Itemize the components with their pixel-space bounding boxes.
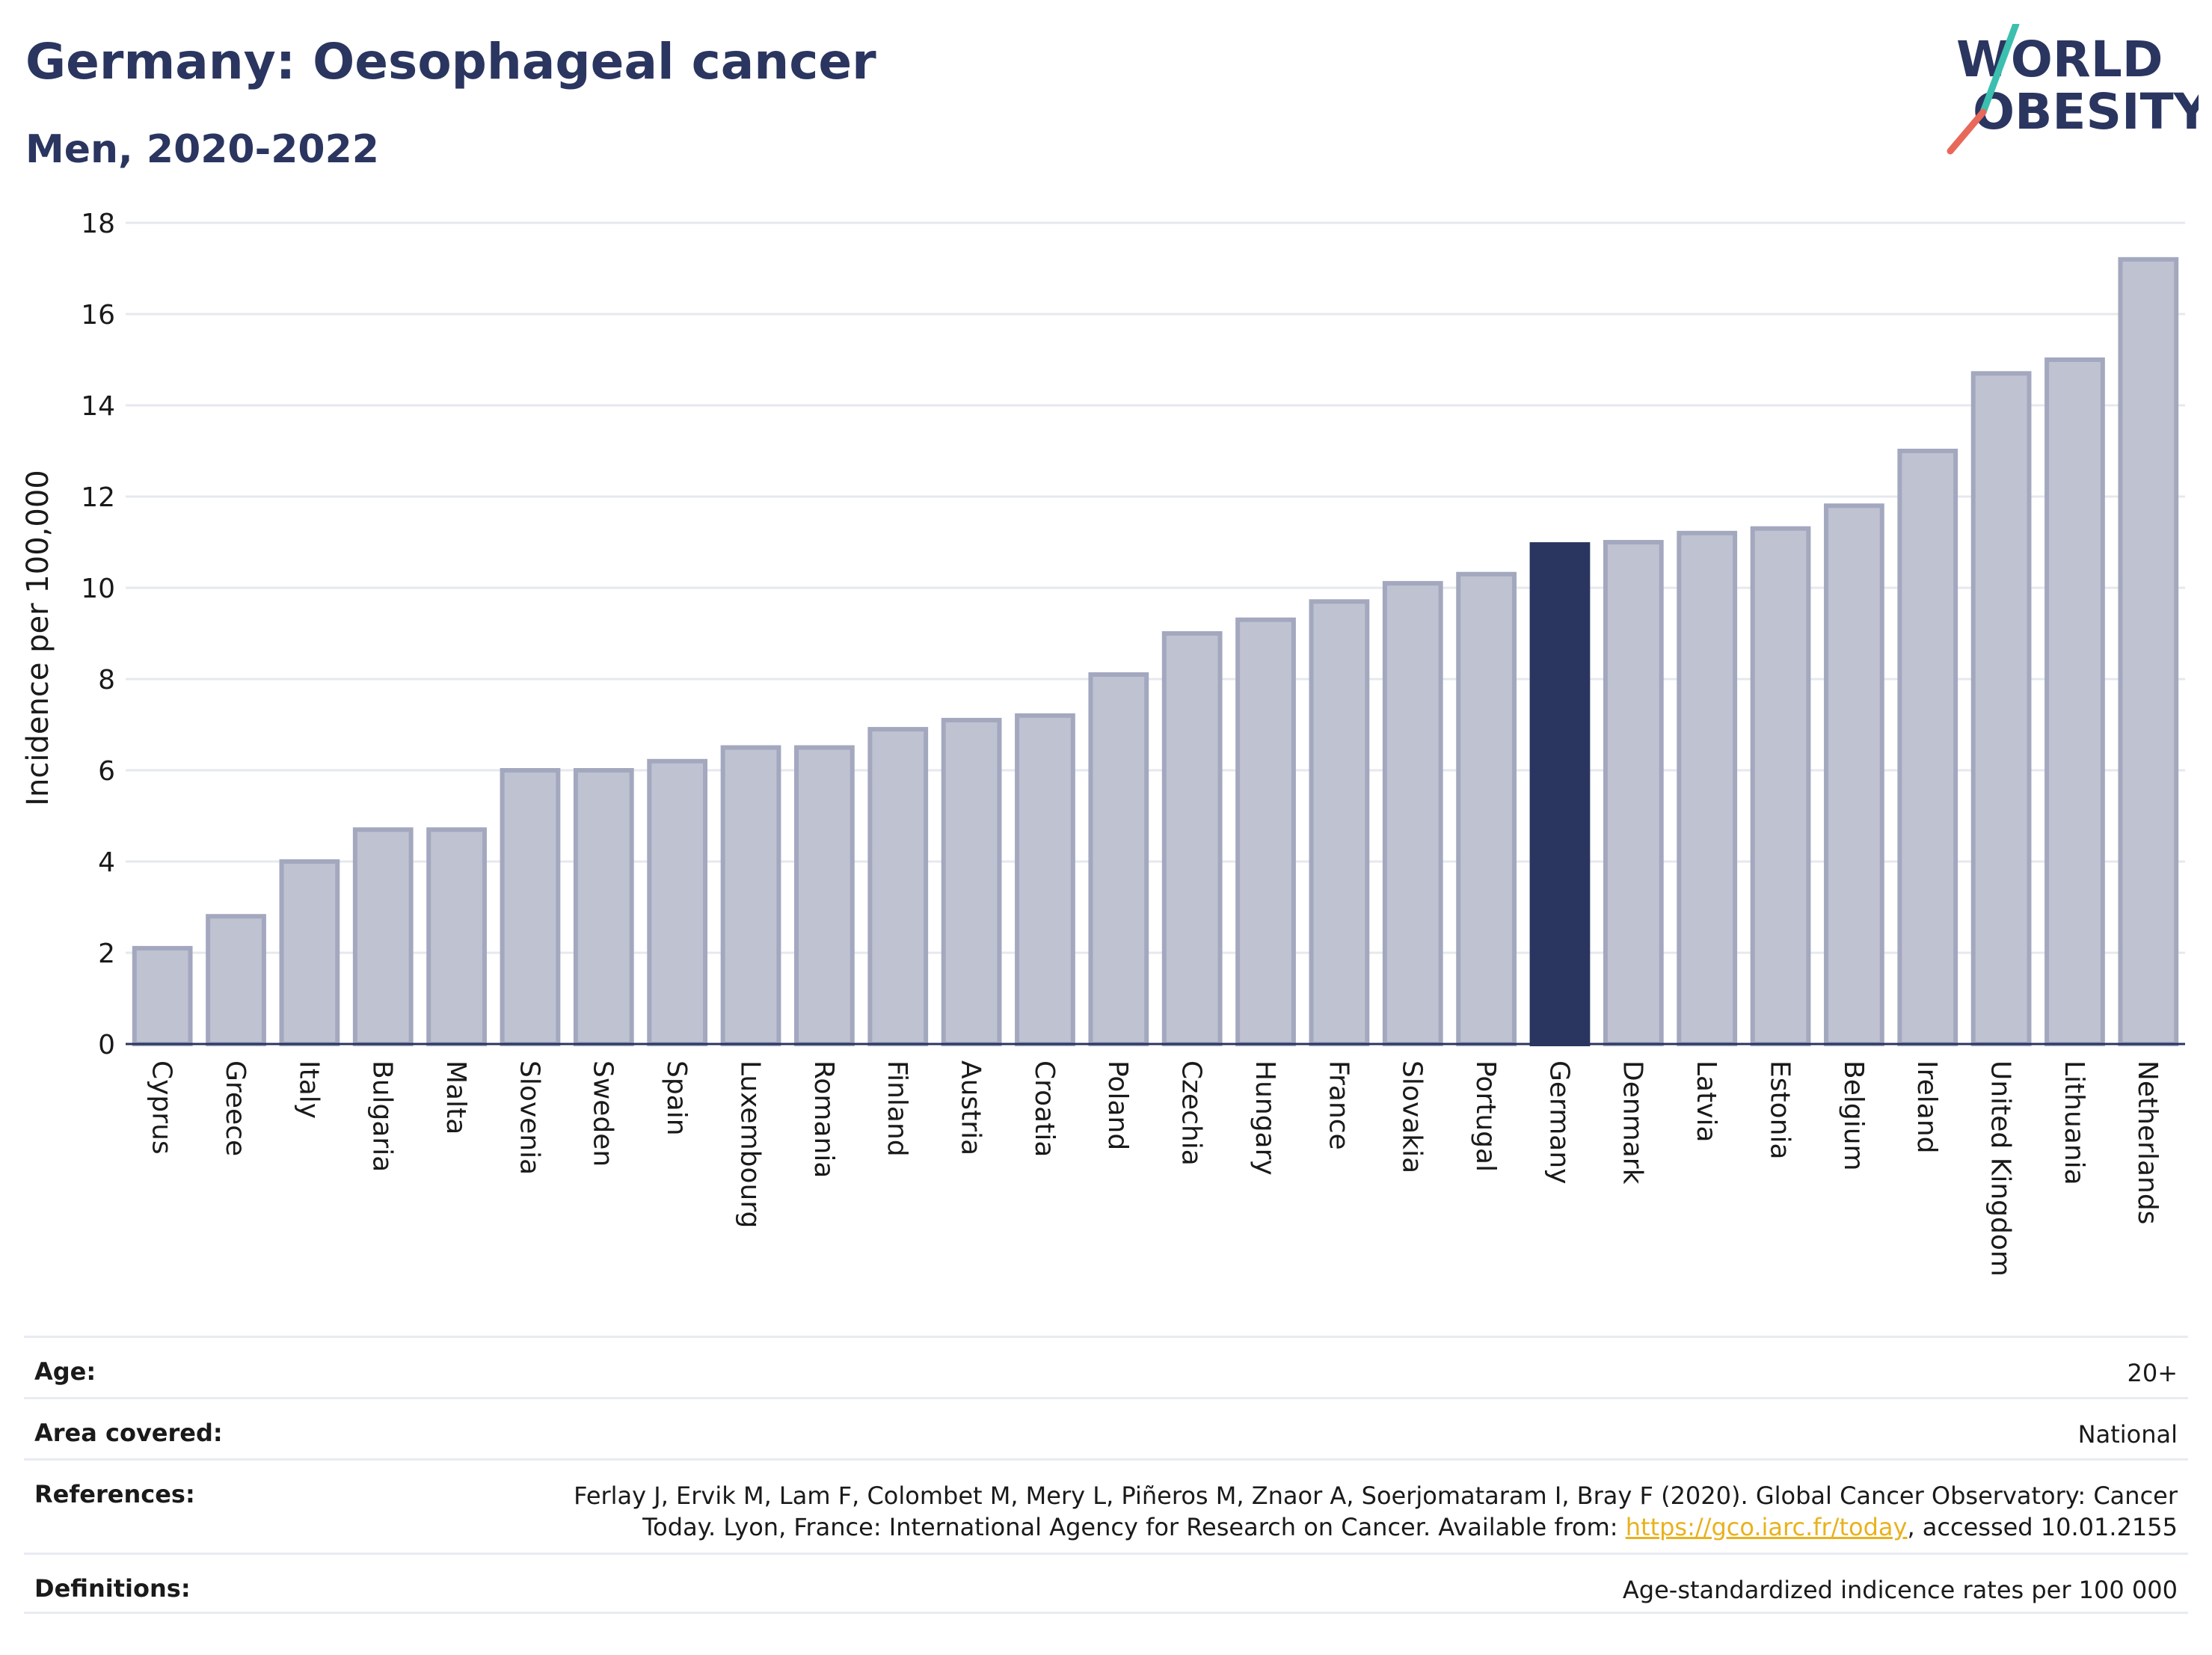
x-tick-label: Romania (808, 1060, 839, 1178)
bar (1677, 530, 1738, 1046)
x-tick-label: France (1323, 1060, 1354, 1150)
bar (720, 745, 781, 1046)
bar (1382, 580, 1443, 1046)
y-axis-ticks: 0 2 4 6 8 10 12 14 16 18 (81, 209, 115, 1060)
x-tick-label: Hungary (1250, 1060, 1280, 1176)
definitions-label: Definitions: (34, 1574, 191, 1603)
x-tick-label: Luxembourg (734, 1060, 765, 1228)
x-tick-label: Finland (882, 1060, 912, 1157)
references-line1: Ferlay J, Ervik M, Lam F, Colombet M, Me… (574, 1481, 2178, 1510)
x-tick-label: Lithuania (2059, 1060, 2089, 1185)
bar (1824, 503, 1884, 1046)
x-tick-label: Italy (293, 1060, 324, 1119)
meta-row-definitions: Definitions: Age-standardized indicence … (24, 1553, 2188, 1614)
y-tick-label: 4 (98, 847, 115, 878)
bar-highlight (1529, 542, 1591, 1046)
x-tick-label: Czechia (1176, 1060, 1207, 1166)
bar (1456, 571, 1517, 1046)
meta-row-age: Age: 20+ (24, 1336, 2188, 1397)
meta-row-area: Area covered: National (24, 1397, 2188, 1458)
x-tick-label: Croatia (1029, 1060, 1060, 1157)
references-line2-suffix: , accessed 10.01.2155 (1907, 1513, 2178, 1541)
x-tick-label: Portugal (1470, 1060, 1501, 1172)
age-label: Age: (34, 1357, 96, 1386)
page-title: Germany: Oesophageal cancer (25, 33, 876, 90)
references-link[interactable]: https://gco.iarc.fr/today (1625, 1513, 1908, 1541)
x-tick-label: Estonia (1764, 1060, 1795, 1160)
bar (206, 914, 266, 1046)
y-tick-label: 14 (81, 391, 115, 422)
x-tick-label: Greece (220, 1060, 251, 1156)
references-value: Ferlay J, Ervik M, Lam F, Colombet M, Me… (574, 1480, 2178, 1543)
bar (1970, 371, 2032, 1046)
page-subtitle: Men, 2020-2022 (25, 127, 379, 172)
definitions-value: Age-standardized indicence rates per 100… (1622, 1576, 2178, 1604)
bar (647, 758, 708, 1046)
y-tick-label: 2 (98, 939, 115, 969)
bar (1603, 540, 1664, 1046)
references-label: References: (34, 1480, 195, 1508)
world-obesity-logo: WORLD OBESITY (1947, 24, 2199, 155)
bar (1015, 713, 1075, 1046)
x-tick-label: Germany (1543, 1060, 1574, 1184)
bar-chart: 0 2 4 6 8 10 12 14 16 18 Cyprus Greece Italy Bulgari… (21, 209, 2185, 1277)
logo-line1: WORLD (1956, 31, 2163, 88)
y-axis-label: Incidence per 100,000 (21, 470, 55, 806)
x-tick-label: Bulgaria (367, 1060, 398, 1172)
bar (279, 859, 340, 1046)
bar (1235, 617, 1296, 1046)
y-tick-label: 6 (98, 756, 115, 787)
x-tick-label: United Kingdom (1985, 1060, 2016, 1277)
y-tick-label: 18 (81, 209, 115, 239)
x-tick-label: Poland (1102, 1060, 1133, 1150)
bar (2118, 257, 2179, 1046)
x-tick-label: Sweden (588, 1060, 618, 1167)
metadata-table: Age: 20+ Area covered: National Referenc… (24, 1336, 2188, 1614)
bar (1750, 526, 1811, 1046)
bar (1088, 672, 1149, 1047)
x-tick-label: Malta (440, 1060, 471, 1134)
bar (500, 768, 561, 1046)
bars (132, 257, 2179, 1047)
bar (1309, 599, 1370, 1046)
area-label: Area covered: (34, 1419, 223, 1447)
y-tick-label: 10 (81, 574, 115, 604)
references-line2-prefix: Today. Lyon, France: International Agenc… (642, 1513, 1626, 1541)
bar (573, 768, 634, 1046)
x-tick-label: Slovenia (514, 1060, 544, 1175)
bar (426, 827, 487, 1047)
logo-slash-bottom (1947, 108, 1987, 155)
x-tick-label: Denmark (1617, 1060, 1648, 1185)
bar (352, 827, 414, 1047)
y-tick-label: 0 (98, 1030, 115, 1060)
x-tick-label: Latvia (1691, 1060, 1721, 1143)
x-tick-label: Ireland (1911, 1060, 1942, 1154)
logo-line2: OBESITY (1973, 83, 2199, 141)
bar (794, 745, 855, 1046)
logo-slash-top (1979, 24, 2020, 116)
y-tick-label: 12 (81, 482, 115, 513)
bar (1897, 449, 1958, 1046)
bar (1161, 631, 1223, 1046)
y-tick-label: 16 (81, 300, 115, 331)
bar (132, 945, 193, 1047)
age-value: 20+ (2127, 1359, 2178, 1387)
x-tick-label: Slovakia (1397, 1060, 1428, 1173)
y-tick-label: 8 (98, 665, 115, 696)
x-tick-label: Netherlands (2132, 1060, 2163, 1224)
meta-row-references: References: Ferlay J, Ervik M, Lam F, Co… (24, 1458, 2188, 1553)
x-tick-label: Austria (956, 1060, 986, 1155)
x-tick-label: Belgium (1838, 1060, 1869, 1171)
area-value: National (2077, 1420, 2178, 1449)
bar (2044, 357, 2105, 1046)
x-tick-label: Spain (661, 1060, 692, 1136)
x-tick-label: Cyprus (147, 1060, 177, 1155)
bar (941, 717, 1002, 1047)
x-axis-ticks: Cyprus Greece Italy Bulgaria Malta Slovenia Sw… (147, 1060, 2163, 1277)
bar (867, 727, 929, 1046)
